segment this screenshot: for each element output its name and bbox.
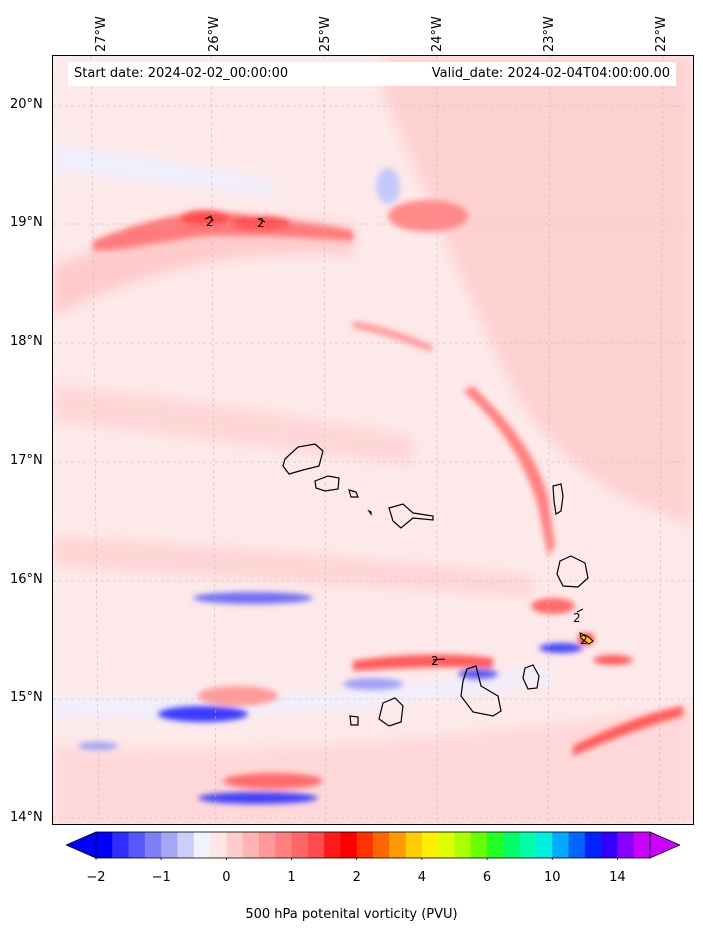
colorbar-extend-max xyxy=(649,831,680,859)
colorbar-swatch xyxy=(633,832,651,858)
valid-date: Valid_date: 2024-02-04T04:00:00.00 xyxy=(431,66,670,81)
colorbar-swatch xyxy=(568,832,586,858)
colorbar-tick-label: 4 xyxy=(417,870,427,885)
colorbar-border xyxy=(95,831,651,859)
colorbar-swatch xyxy=(405,832,423,858)
colorbar-tick-label: 0 xyxy=(222,870,231,885)
lon-label: 24°W xyxy=(430,16,445,52)
start-date: Start date: 2024-02-02_00:00:00 xyxy=(74,66,289,81)
lon-label: 26°W xyxy=(207,16,222,52)
colorbar-swatch xyxy=(96,832,113,858)
contour-label: 2 xyxy=(580,633,588,647)
graticule xyxy=(53,56,693,824)
pv-contour-lines xyxy=(204,215,594,661)
lat-label: 14°N xyxy=(10,810,43,825)
lon-label: 23°W xyxy=(542,16,557,52)
potential-vorticity-field: 2 2 2 2 2 xyxy=(53,56,693,824)
contour-label: 2 xyxy=(431,654,439,668)
colorbar-swatch xyxy=(177,832,195,858)
contour-label: 2 xyxy=(257,216,265,230)
colorbar-extend-min xyxy=(66,831,97,859)
lon-label: 25°W xyxy=(318,16,333,52)
lat-label: 19°N xyxy=(10,215,43,230)
pv-strong-bands xyxy=(78,168,683,804)
colorbar-swatch xyxy=(144,832,162,858)
colorbar-swatch xyxy=(454,832,472,858)
lat-label: 18°N xyxy=(10,334,43,349)
lat-label: 16°N xyxy=(10,572,43,587)
colorbar xyxy=(66,831,680,860)
colorbar-swatch xyxy=(258,832,276,858)
colorbar-swatch xyxy=(307,832,325,858)
colorbar-swatch xyxy=(193,832,211,858)
colorbar-tick-label: 14 xyxy=(609,870,626,885)
colorbar-swatch xyxy=(421,832,439,858)
colorbar-tick-label: −1 xyxy=(151,870,171,885)
colorbar-swatch xyxy=(519,832,537,858)
colorbar-swatch xyxy=(389,832,407,858)
colorbar-swatch xyxy=(584,832,602,858)
colorbar-swatch xyxy=(470,832,488,858)
coastlines xyxy=(282,443,589,727)
colorbar-swatch xyxy=(128,832,146,858)
colorbar-swatch xyxy=(535,832,553,858)
map-panel: 2 2 2 2 2 xyxy=(52,55,694,825)
contour-label: 2 xyxy=(206,215,214,229)
colorbar-swatch xyxy=(617,832,635,858)
colorbar-swatch xyxy=(291,832,309,858)
contour-labels: 2 2 2 2 2 xyxy=(206,215,588,668)
colorbar-swatch xyxy=(210,832,227,858)
contour-label: 2 xyxy=(573,611,581,625)
colorbar-swatch xyxy=(373,832,390,858)
colorbar-swatch xyxy=(552,832,570,858)
colorbar-tick-label: 10 xyxy=(543,870,561,885)
colorbar-swatch xyxy=(324,832,341,858)
colorbar-swatch xyxy=(161,832,178,858)
colorbar-swatch xyxy=(356,832,374,858)
colorbar-tick-label: 1 xyxy=(287,870,296,885)
lat-label: 15°N xyxy=(10,690,43,705)
colorbar-swatch xyxy=(438,832,455,858)
colorbar-swatch xyxy=(340,832,358,858)
lat-label: 17°N xyxy=(10,453,43,468)
colorbar-tick-label: −2 xyxy=(86,870,106,885)
colorbar-swatch xyxy=(503,832,521,858)
colorbar-swatch xyxy=(226,832,244,858)
lon-label: 27°W xyxy=(94,16,109,52)
date-banner: Start date: 2024-02-02_00:00:00 Valid_da… xyxy=(68,62,676,86)
colorbar-tick-label: 2 xyxy=(352,870,361,885)
colorbar-tick-label: 6 xyxy=(482,870,492,885)
lon-label: 22°W xyxy=(654,16,669,52)
colorbar-label: 500 hPa potenital vorticity (PVU) xyxy=(245,907,458,922)
colorbar-swatch xyxy=(112,832,130,858)
lat-label: 20°N xyxy=(10,97,43,112)
colorbar-swatch xyxy=(487,832,504,858)
colorbar-swatch xyxy=(242,832,260,858)
colorbar-swatch xyxy=(275,832,293,858)
colorbar-swatch xyxy=(601,832,618,858)
